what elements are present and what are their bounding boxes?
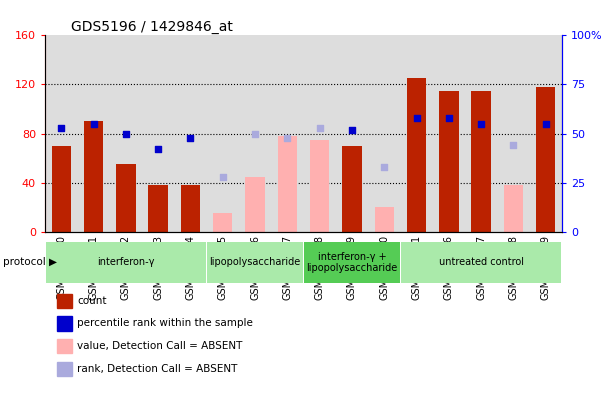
Bar [148,185,168,232]
Point [541,121,551,127]
Point [186,134,195,141]
Point [412,115,421,121]
Text: interferon-γ +
lipopolysaccharide: interferon-γ + lipopolysaccharide [307,252,398,273]
FancyBboxPatch shape [46,242,206,283]
FancyBboxPatch shape [207,242,303,283]
Text: percentile rank within the sample: percentile rank within the sample [77,318,253,329]
Point [477,121,486,127]
Point [444,115,454,121]
Bar [181,185,200,232]
Bar [536,87,555,232]
Bar [465,35,498,232]
Bar [343,146,362,232]
Bar [116,164,136,232]
Bar [278,136,297,232]
Point [56,125,66,131]
Bar [471,91,491,232]
Bar [433,35,465,232]
Text: count: count [77,296,106,306]
Bar [207,35,239,232]
Point [508,142,518,149]
Bar [78,35,110,232]
Bar [52,146,71,232]
Point [218,174,228,180]
FancyBboxPatch shape [304,242,400,283]
Text: untreated control: untreated control [439,257,523,267]
Text: protocol ▶: protocol ▶ [3,257,57,267]
Bar [407,78,426,232]
Bar [213,213,233,232]
Text: GDS5196 / 1429846_at: GDS5196 / 1429846_at [71,20,233,34]
Bar [498,35,529,232]
Bar [374,207,394,232]
Bar [304,35,336,232]
Bar [45,35,78,232]
Bar [336,35,368,232]
Point [347,127,357,133]
Bar [310,140,329,232]
Text: interferon-γ: interferon-γ [97,257,154,267]
Text: lipopolysaccharide: lipopolysaccharide [209,257,300,267]
Bar [529,35,562,232]
Bar [400,35,433,232]
Point [153,146,163,152]
Point [121,130,130,137]
Bar [245,176,264,232]
Point [89,121,99,127]
Bar [239,35,271,232]
Bar [368,35,400,232]
Point [250,130,260,137]
Point [379,164,389,170]
Bar [142,35,174,232]
Bar [504,185,523,232]
Point [282,134,292,141]
Text: rank, Detection Call = ABSENT: rank, Detection Call = ABSENT [77,364,237,374]
Bar [271,35,304,232]
Bar [174,35,207,232]
Text: value, Detection Call = ABSENT: value, Detection Call = ABSENT [77,341,242,351]
FancyBboxPatch shape [401,242,561,283]
Bar [109,35,142,232]
Point [315,125,325,131]
Bar [439,91,459,232]
Bar [84,121,103,232]
